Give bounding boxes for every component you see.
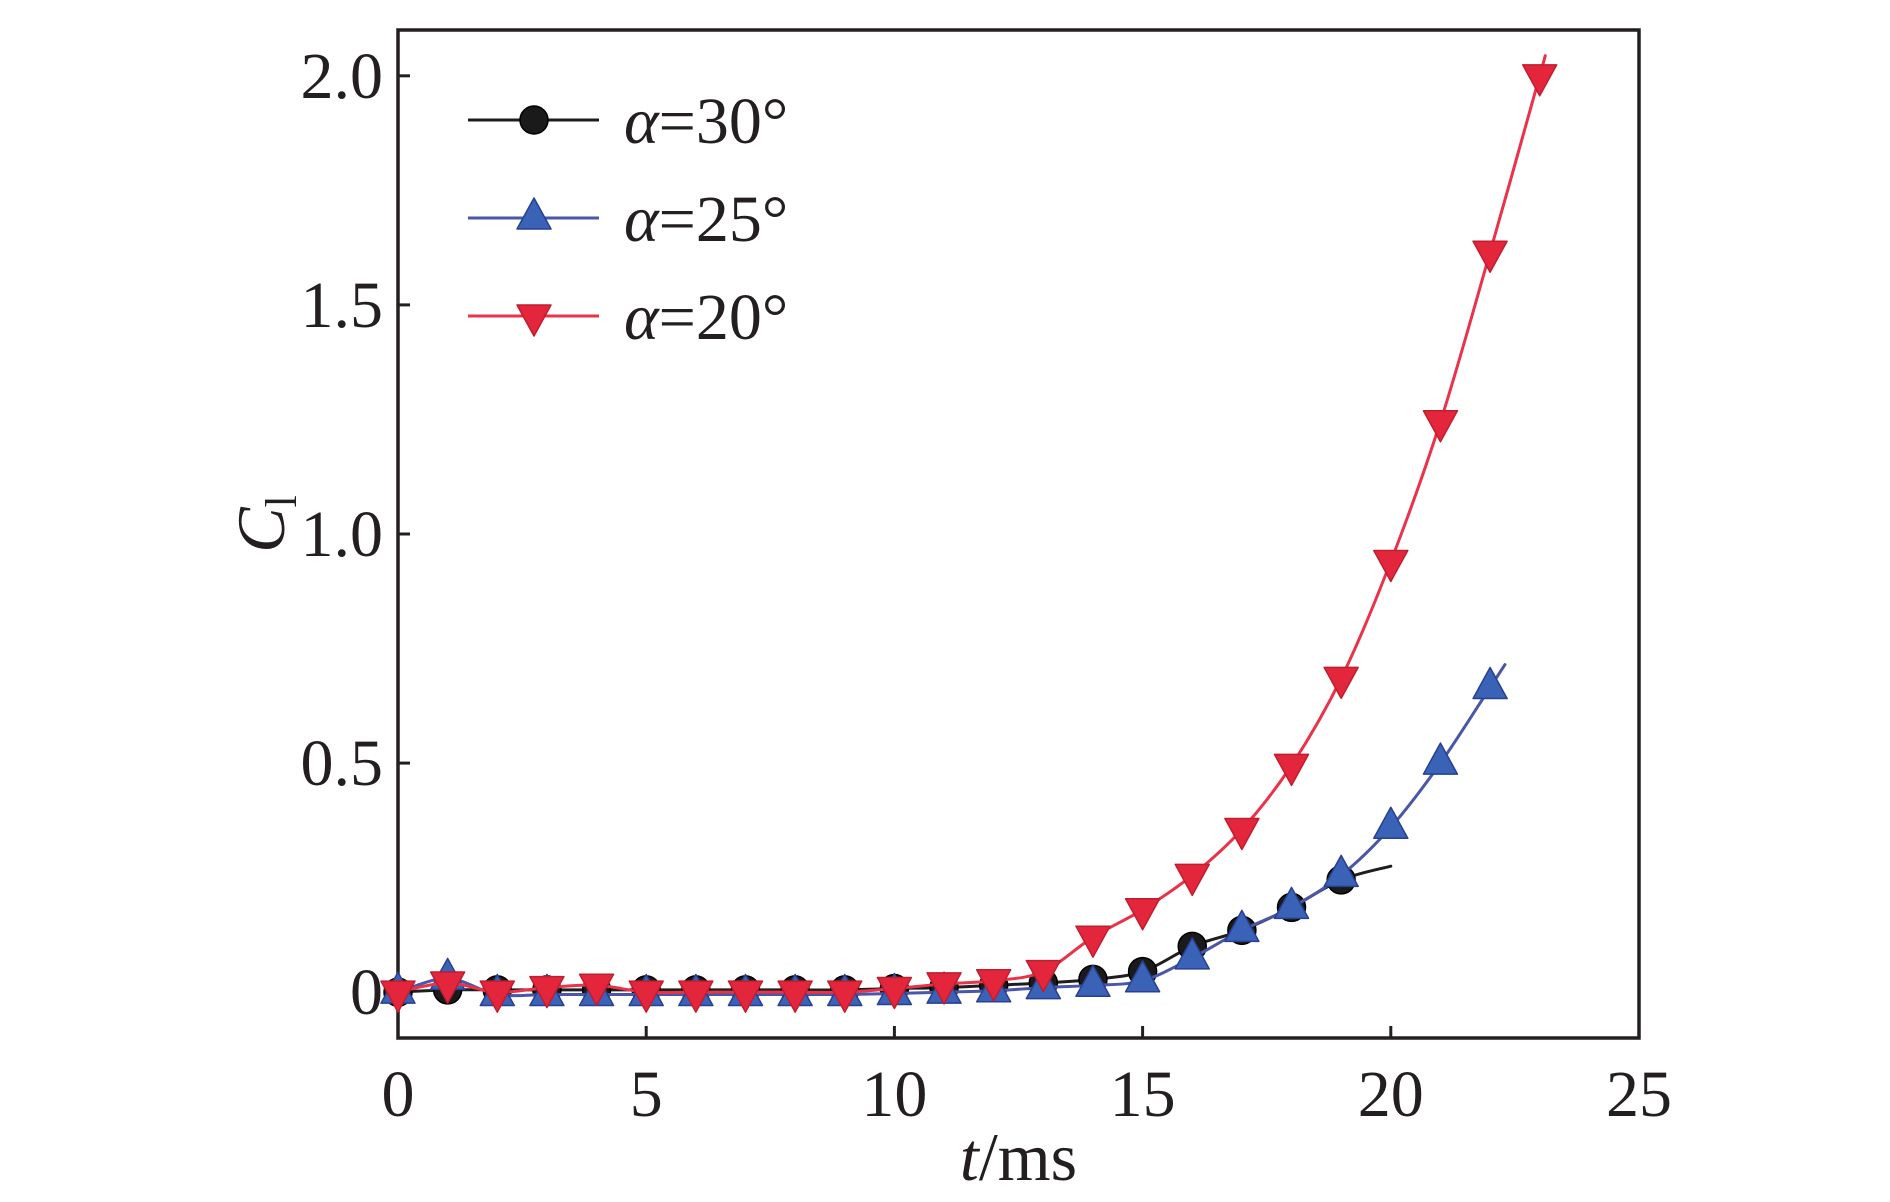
legend-label: α=20° xyxy=(624,281,788,354)
series-layer xyxy=(380,54,1558,1013)
series-3-data-point xyxy=(876,976,913,1010)
x-tick-label: 10 xyxy=(861,1058,927,1131)
series-3-data-point xyxy=(827,980,863,1013)
x-axis-label: t/ms xyxy=(960,1119,1077,1195)
series-2-data-point xyxy=(1273,886,1310,920)
x-tick-label: 25 xyxy=(1606,1058,1672,1131)
series-3 xyxy=(380,54,1558,1013)
y-axis-label-subscript: l xyxy=(257,495,306,507)
legend-label: α=30° xyxy=(624,85,788,158)
legend-label: α=25° xyxy=(624,183,788,256)
legend-label-value: =30° xyxy=(659,85,789,158)
series-2-data-point xyxy=(1224,909,1260,943)
series-3-data-point xyxy=(1224,817,1260,851)
x-axis-label-unit: /ms xyxy=(979,1119,1077,1195)
legend-label-symbol: α xyxy=(624,281,660,354)
series-3-data-point xyxy=(975,968,1012,1002)
x-tick-label: 20 xyxy=(1358,1058,1424,1131)
series-2-data-point xyxy=(1174,937,1210,970)
series-3-data-point xyxy=(777,980,813,1013)
series-2-data-point xyxy=(1323,854,1359,888)
series-3-data-point xyxy=(678,980,714,1013)
series-3-data-point xyxy=(1174,863,1210,897)
series-3-data-point xyxy=(1323,666,1359,700)
legend-entry: α=20° xyxy=(468,281,788,354)
series-3-data-point xyxy=(1422,409,1459,443)
legend-label-value: =25° xyxy=(659,183,789,256)
legend-entry: α=25° xyxy=(468,183,788,256)
series-2-data-point xyxy=(1373,806,1409,839)
series-3-data-point xyxy=(479,980,516,1013)
legend-marker xyxy=(516,197,552,230)
series-2-data-point xyxy=(1124,959,1161,993)
y-tick-label: 1.0 xyxy=(301,498,384,571)
series-3-data-point xyxy=(1373,549,1409,583)
x-tick-label: 5 xyxy=(630,1058,663,1131)
y-tick-label: 0.5 xyxy=(301,727,384,800)
series-3-data-point xyxy=(1075,925,1111,958)
series-2-data-point xyxy=(1422,742,1459,775)
series-3-data-point xyxy=(1472,240,1508,273)
x-tick-label: 0 xyxy=(382,1058,415,1131)
y-tick-label: 2.0 xyxy=(301,40,384,113)
series-3-data-point xyxy=(926,972,962,1005)
y-tick-label: 0 xyxy=(350,956,383,1029)
series-3-data-point xyxy=(727,980,764,1013)
legend-marker xyxy=(519,105,549,135)
series-3-data-point xyxy=(380,980,416,1013)
series-2-data-point xyxy=(1075,964,1111,998)
series-3-data-point xyxy=(1025,959,1062,993)
legend-marker xyxy=(516,304,552,337)
y-axis-label-symbol: C xyxy=(223,507,299,553)
x-tick-label: 15 xyxy=(1110,1058,1176,1131)
series-3-data-point xyxy=(529,975,565,1009)
x-axis-label-symbol: t xyxy=(960,1119,981,1195)
series-2-data-point xyxy=(1472,666,1508,700)
series-3-data-point xyxy=(578,973,615,1007)
legend-entry: α=30° xyxy=(468,85,788,158)
y-axis-label: Cl xyxy=(223,495,306,553)
legend-label-symbol: α xyxy=(624,85,660,158)
series-3-data-point xyxy=(628,980,664,1013)
legend-label-symbol: α xyxy=(624,183,660,256)
series-3-data-point xyxy=(429,971,466,1004)
series-3-data-point xyxy=(1273,753,1310,787)
axes-layer: 0 5 10 15 20 25 0 0.5 1.0 1.5 2.0 t/ms Cl xyxy=(223,40,1672,1195)
series-3-data-point xyxy=(1124,897,1161,931)
legend-label-value: =20° xyxy=(659,281,789,354)
legend: α=30°α=25°α=20° xyxy=(468,85,788,354)
series-3-data-point xyxy=(1521,64,1558,97)
y-tick-label: 1.5 xyxy=(301,269,384,342)
